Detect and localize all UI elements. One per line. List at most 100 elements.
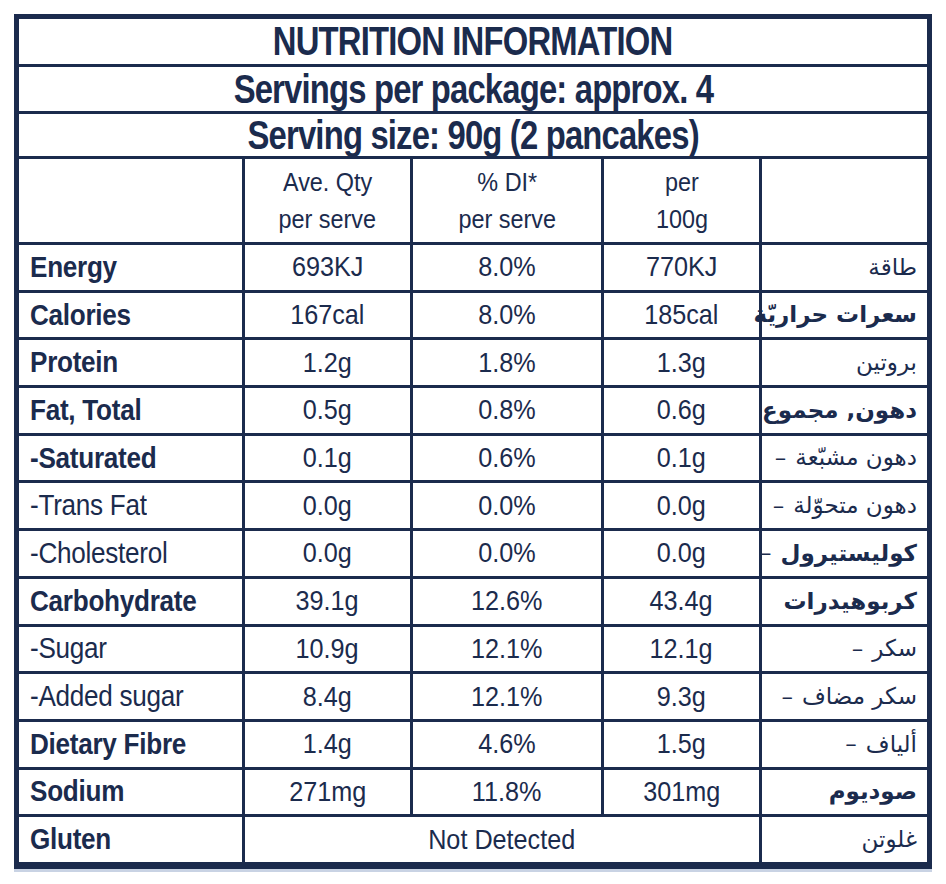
row-label-cell: Dietary Fibre bbox=[19, 722, 242, 767]
row-label-arabic: دهون متحوّلة bbox=[793, 493, 917, 518]
value-per-100g-cell: 43.4g bbox=[601, 579, 759, 624]
header-cell-empty-left bbox=[19, 159, 242, 242]
table-row: Calories167cal8.0%185calسعرات حراريّة bbox=[19, 290, 927, 338]
row-label-arabic: ألياف bbox=[866, 732, 917, 757]
value-di: 0.8% bbox=[478, 394, 535, 426]
value-di: 0.0% bbox=[478, 490, 535, 522]
value-di-cell: 1.8% bbox=[410, 340, 601, 385]
table-row: Sodium 271mg 11.8% 301mg صوديوم bbox=[19, 767, 927, 815]
row-label-arabic-cell: دهون, مجموع bbox=[759, 388, 927, 433]
row-label: -Cholesterol bbox=[30, 537, 167, 570]
value-per-100g: 12.1g bbox=[650, 633, 713, 665]
value-ave-qty: 8.4g bbox=[303, 681, 352, 713]
value-per-100g-cell: 9.3g bbox=[601, 674, 759, 719]
row-label-cell: Sodium bbox=[19, 770, 242, 815]
value-di-cell: 11.8% bbox=[410, 770, 601, 815]
dash-prefix: – bbox=[760, 540, 772, 566]
row-label-arabic: كربوهيدرات bbox=[783, 589, 917, 614]
value-di: 4.6% bbox=[478, 728, 535, 760]
row-label-arabic: كوليستيرول bbox=[780, 541, 917, 566]
value-per-100g: 301mg bbox=[643, 776, 720, 808]
row-label: Gluten bbox=[30, 823, 111, 856]
row-label-cell: Protein bbox=[19, 340, 242, 385]
row-label-arabic-cell: –دهون متحوّلة bbox=[759, 483, 927, 528]
value-per-100g-cell: 0.6g bbox=[601, 388, 759, 433]
value-di: 8.0% bbox=[478, 251, 535, 283]
row-label-arabic-cell: –ألياف bbox=[759, 722, 927, 767]
dash-prefix: – bbox=[781, 684, 793, 710]
row-label-cell: -Trans Fat bbox=[19, 483, 242, 528]
row-label-arabic-cell: –دهون مشبّعة bbox=[759, 436, 927, 481]
row-label-arabic-cell: –كوليستيرول bbox=[759, 531, 927, 576]
header-cell-ave-qty: Ave. Qty per serve bbox=[242, 159, 410, 242]
value-ave-qty: 0.1g bbox=[303, 442, 352, 474]
header-di-line1: % DI* bbox=[477, 164, 537, 201]
row-label-cell: -Sugar bbox=[19, 627, 242, 672]
dash-prefix: – bbox=[773, 493, 785, 519]
value-di: 1.8% bbox=[478, 347, 535, 379]
table-row: Protein1.2g1.8%1.3gبروتين bbox=[19, 337, 927, 385]
value-di: 11.8% bbox=[472, 776, 542, 808]
value-di-cell: 4.6% bbox=[410, 722, 601, 767]
serving-size-row: Serving size: 90g (2 pancakes) bbox=[19, 111, 927, 156]
row-label-arabic-cell: طاقة bbox=[759, 245, 927, 290]
value-di-cell: 0.0% bbox=[410, 483, 601, 528]
value-ave-qty: 0.0g bbox=[303, 537, 352, 569]
header-cell-di: % DI* per serve bbox=[410, 159, 601, 242]
table-row: -Trans Fat0.0g0.0%0.0g–دهون متحوّلة bbox=[19, 480, 927, 528]
row-label-arabic: طاقة bbox=[868, 255, 917, 280]
row-label: -Added sugar bbox=[30, 680, 183, 713]
value-di: 12.1% bbox=[471, 681, 542, 713]
table-row: -Saturated 0.1g 0.6% 0.1g –دهون مشبّعة bbox=[19, 433, 927, 481]
value-di-cell: 12.1% bbox=[410, 674, 601, 719]
value-di-cell: 12.1% bbox=[410, 627, 601, 672]
row-label-arabic-cell: –سكر مضاف bbox=[759, 674, 927, 719]
row-label-arabic-cell: سعرات حراريّة bbox=[759, 293, 927, 338]
value-per-100g: 9.3g bbox=[657, 681, 706, 713]
row-label-arabic-cell: غلوتن bbox=[759, 817, 927, 862]
value-ave-qty-cell: 0.5g bbox=[242, 388, 410, 433]
dash-prefix: – bbox=[775, 445, 787, 471]
value-per-100g-cell: 185cal bbox=[601, 293, 759, 338]
value-di-cell: 8.0% bbox=[410, 293, 601, 338]
value-ave-qty: 271mg bbox=[289, 776, 366, 808]
value-di: 12.6% bbox=[471, 585, 542, 617]
row-label-arabic: سكر مضاف bbox=[802, 684, 917, 709]
row-label: -Sugar bbox=[30, 632, 107, 665]
value-di-cell: 0.8% bbox=[410, 388, 601, 433]
header-cell-empty-right bbox=[759, 159, 927, 242]
value-di-cell: 0.6% bbox=[410, 436, 601, 481]
value-per-100g: 0.1g bbox=[657, 442, 706, 474]
value-per-100g-cell: 0.0g bbox=[601, 531, 759, 576]
value-per-100g-cell: 0.0g bbox=[601, 483, 759, 528]
value-ave-qty: 0.5g bbox=[303, 394, 352, 426]
row-label-cell: -Saturated bbox=[19, 436, 242, 481]
table-row: -Added sugar 8.4g 12.1% 9.3g –سكر مضاف bbox=[19, 671, 927, 719]
value-per-100g: 185cal bbox=[644, 299, 718, 331]
value-ave-qty: 10.9g bbox=[296, 633, 359, 665]
row-label-cell: -Added sugar bbox=[19, 674, 242, 719]
gluten-status-cell: Not Detected bbox=[242, 817, 759, 862]
row-label-arabic: صوديوم bbox=[829, 779, 917, 804]
value-di-cell: 8.0% bbox=[410, 245, 601, 290]
gluten-status: Not Detected bbox=[428, 824, 575, 856]
row-label-cell: Gluten bbox=[19, 817, 242, 862]
table-row: Energy693KJ8.0%770KJطاقة bbox=[19, 245, 927, 290]
servings-row: Servings per package: approx. 4 bbox=[19, 64, 927, 111]
row-label-arabic-cell: كربوهيدرات bbox=[759, 579, 927, 624]
value-per-100g-cell: 1.3g bbox=[601, 340, 759, 385]
row-label-arabic-cell: –سكر bbox=[759, 627, 927, 672]
row-label-arabic: سعرات حراريّة bbox=[753, 302, 917, 327]
value-per-100g-cell: 12.1g bbox=[601, 627, 759, 672]
value-ave-qty-cell: 0.1g bbox=[242, 436, 410, 481]
row-label-arabic: بروتين bbox=[856, 350, 917, 375]
table-row: Gluten Not Detected غلوتن bbox=[19, 814, 927, 862]
value-di: 12.1% bbox=[471, 633, 542, 665]
value-ave-qty-cell: 693KJ bbox=[242, 245, 410, 290]
value-ave-qty-cell: 1.4g bbox=[242, 722, 410, 767]
row-label-cell: Energy bbox=[19, 245, 242, 290]
header-ave-qty-line2: per serve bbox=[279, 201, 377, 238]
value-ave-qty-cell: 0.0g bbox=[242, 531, 410, 576]
row-label-cell: Carbohydrate bbox=[19, 579, 242, 624]
table-row: Carbohydrate39.1g12.6%43.4gكربوهيدرات bbox=[19, 576, 927, 624]
